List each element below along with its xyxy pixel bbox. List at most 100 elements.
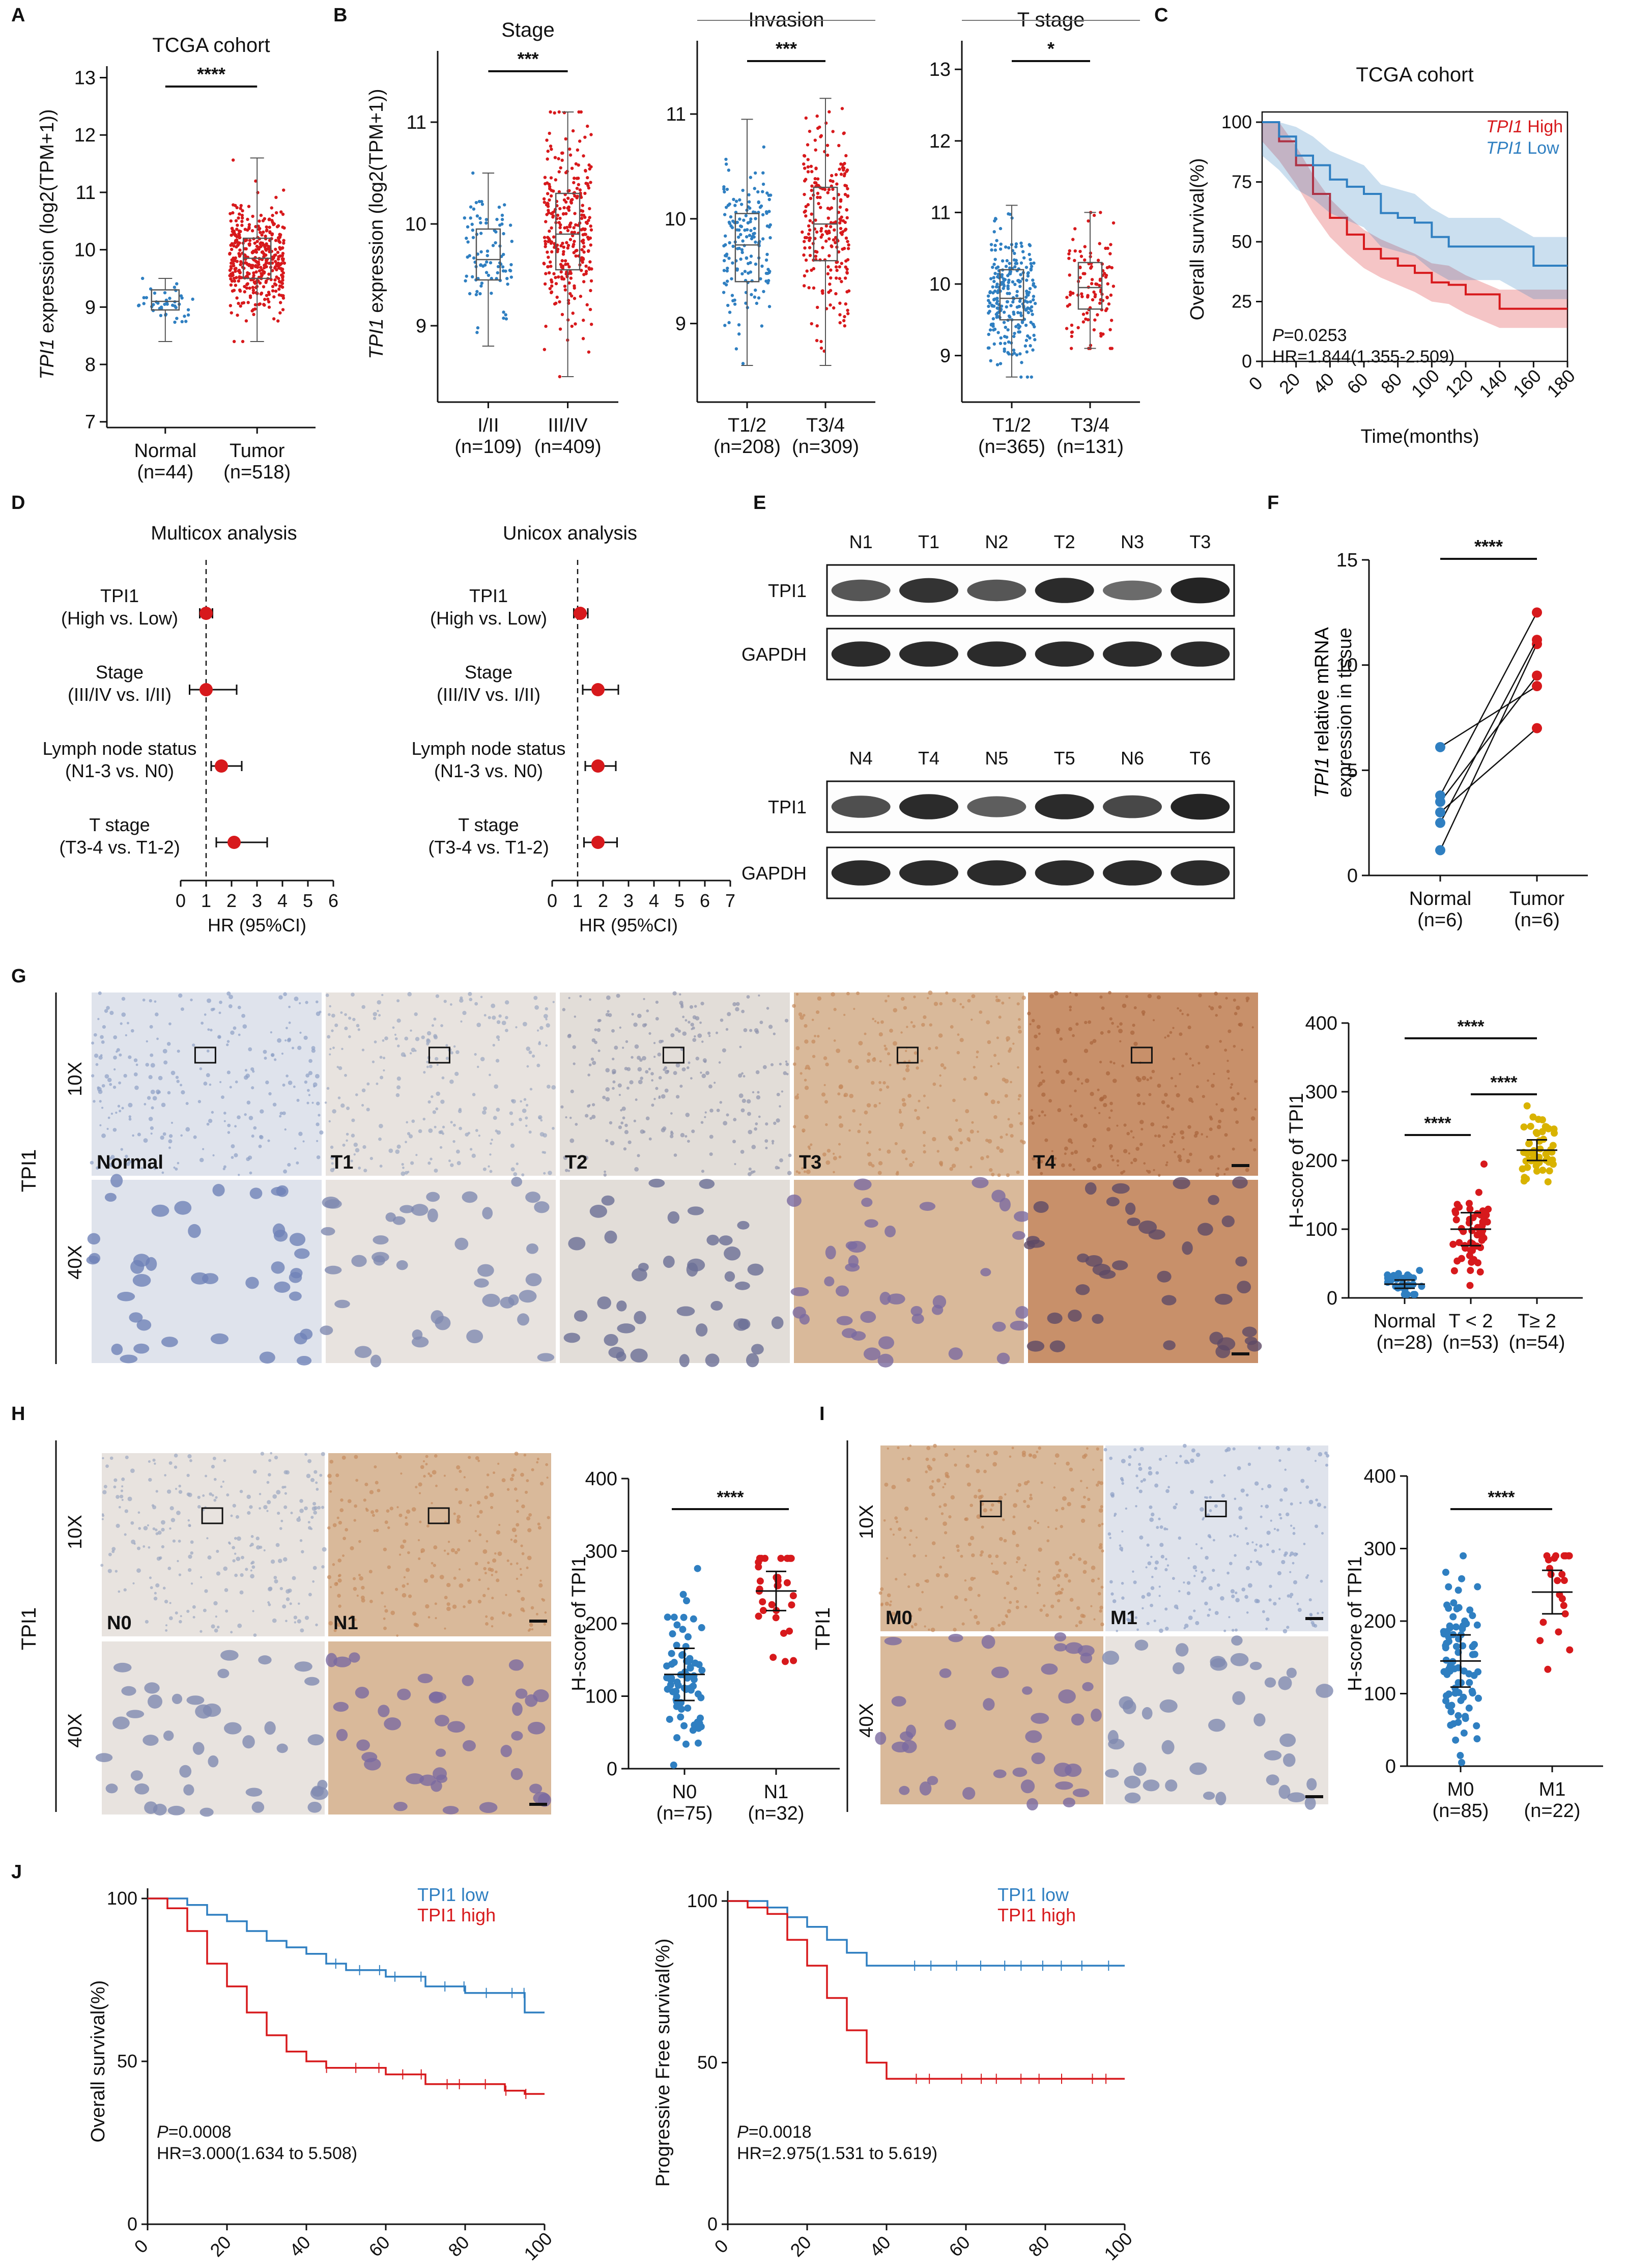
cell — [1146, 1622, 1150, 1625]
data-point — [988, 328, 992, 332]
cell — [133, 1058, 138, 1062]
data-point — [814, 148, 817, 152]
cell — [259, 1545, 263, 1549]
cell — [164, 1600, 168, 1604]
nucleus — [133, 1254, 150, 1267]
data-point — [845, 208, 849, 212]
data-point — [1026, 274, 1030, 278]
cell — [1136, 1486, 1139, 1489]
cell — [223, 1566, 228, 1571]
data-point — [1542, 1150, 1550, 1158]
cell — [413, 1623, 418, 1627]
data-point — [1086, 318, 1090, 322]
nucleus — [474, 1278, 489, 1288]
cell — [219, 1000, 222, 1004]
data-point — [246, 271, 249, 275]
nucleus — [1208, 1195, 1219, 1205]
cell — [1041, 1110, 1044, 1114]
nucleus — [384, 1717, 402, 1731]
cell — [324, 1101, 327, 1104]
data-point — [1435, 790, 1445, 801]
cell — [450, 1121, 453, 1124]
cell — [130, 1521, 134, 1525]
cell — [1139, 1120, 1144, 1124]
cell — [532, 1054, 535, 1058]
data-point — [1080, 295, 1084, 298]
data-point — [1065, 296, 1069, 299]
data-point — [559, 270, 563, 274]
cell — [664, 1088, 669, 1093]
data-point — [1098, 278, 1102, 282]
data-point — [497, 205, 501, 209]
data-point — [726, 266, 729, 270]
data-point — [257, 228, 261, 231]
cell — [591, 1103, 595, 1107]
cell — [155, 1528, 158, 1532]
cell — [998, 1015, 1002, 1019]
cell — [1201, 1133, 1204, 1136]
data-point — [992, 276, 995, 279]
data-point — [831, 130, 835, 133]
cell — [701, 1170, 705, 1173]
data-point — [989, 359, 992, 363]
cell — [1159, 1628, 1163, 1633]
data-point — [1085, 311, 1089, 315]
y-tick-label: 12 — [74, 125, 96, 146]
cell — [552, 1127, 555, 1130]
cell — [1054, 1592, 1059, 1596]
cell — [95, 1063, 99, 1066]
data-point — [1031, 278, 1035, 282]
cell — [486, 1540, 489, 1543]
data-point — [824, 121, 828, 125]
data-point — [809, 196, 813, 201]
cell — [188, 1523, 191, 1527]
cell — [629, 1080, 634, 1085]
cell — [539, 1026, 544, 1030]
protein-band — [1035, 794, 1094, 819]
nucleus — [121, 1686, 136, 1696]
data-point — [753, 226, 756, 231]
cell — [1098, 1112, 1101, 1114]
cell — [415, 1486, 418, 1489]
data-point — [278, 235, 282, 239]
cell — [366, 1108, 370, 1112]
data-point — [1073, 227, 1077, 231]
cell — [1009, 1455, 1012, 1458]
cell — [358, 1166, 361, 1170]
nucleus — [186, 1695, 205, 1705]
cell — [1245, 1493, 1249, 1497]
data-point — [232, 264, 236, 268]
cell — [315, 1481, 318, 1484]
data-point — [556, 213, 560, 217]
cell — [1070, 1487, 1075, 1492]
cell — [272, 1494, 277, 1499]
x-tick-label: 0 — [1245, 373, 1267, 394]
cell — [456, 1518, 460, 1521]
cell — [631, 1013, 634, 1016]
data-point — [1020, 244, 1023, 248]
cell — [1212, 1539, 1215, 1542]
cell — [916, 1116, 921, 1120]
nucleus — [500, 1296, 515, 1309]
cell — [298, 1131, 303, 1136]
nucleus — [962, 1787, 976, 1800]
cell — [109, 1163, 114, 1167]
cell — [902, 1102, 907, 1107]
cell — [1017, 1098, 1020, 1101]
data-point — [747, 221, 750, 224]
cell — [527, 1555, 532, 1561]
data-point — [550, 240, 554, 244]
cell — [1097, 1592, 1101, 1596]
data-point — [228, 268, 232, 272]
data-point — [846, 187, 849, 190]
cell — [1117, 1025, 1119, 1028]
nucleus — [875, 1732, 887, 1745]
cell — [1036, 1046, 1040, 1051]
cell — [1148, 1470, 1153, 1476]
cell — [543, 1172, 546, 1175]
cell — [925, 1517, 928, 1521]
data-point — [788, 1601, 795, 1609]
cell — [1084, 1020, 1088, 1025]
cell — [155, 1532, 159, 1536]
data-point — [466, 225, 470, 229]
